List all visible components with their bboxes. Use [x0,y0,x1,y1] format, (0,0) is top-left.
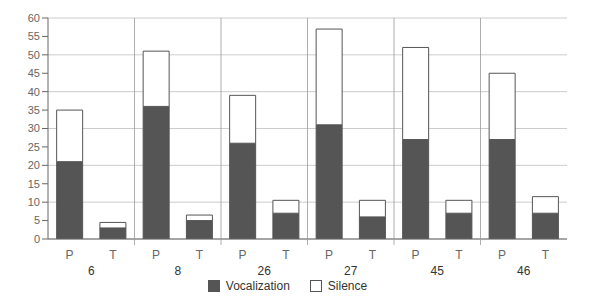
svg-text:45: 45 [431,264,445,278]
svg-text:30: 30 [28,122,40,134]
svg-text:P: P [152,248,160,262]
svg-text:45: 45 [28,67,40,79]
svg-text:P: P [412,248,420,262]
svg-text:P: P [66,248,74,262]
svg-text:27: 27 [344,264,358,278]
svg-text:T: T [542,248,550,262]
svg-text:60: 60 [28,12,40,24]
svg-text:P: P [498,248,506,262]
svg-text:T: T [282,248,290,262]
svg-text:8: 8 [174,264,181,278]
svg-text:26: 26 [258,264,272,278]
svg-text:T: T [369,248,377,262]
svg-text:P: P [325,248,333,262]
svg-text:15: 15 [28,178,40,190]
svg-text:40: 40 [28,86,40,98]
svg-text:P: P [239,248,247,262]
svg-text:20: 20 [28,159,40,171]
html-text:Silence: Silence [327,279,368,293]
svg-text:6: 6 [88,264,95,278]
svg-text:25: 25 [28,141,40,153]
svg-text:T: T [196,248,204,262]
svg-text:0: 0 [34,233,40,245]
html-text:Vocalization: Vocalization [225,279,290,293]
svg-text:5: 5 [34,214,40,226]
svg-text:55: 55 [28,30,40,42]
svg-text:T: T [455,248,463,262]
svg-text:10: 10 [28,196,40,208]
svg-text:46: 46 [517,264,531,278]
svg-text:50: 50 [28,49,40,61]
svg-text:T: T [109,248,117,262]
svg-text:35: 35 [28,104,40,116]
